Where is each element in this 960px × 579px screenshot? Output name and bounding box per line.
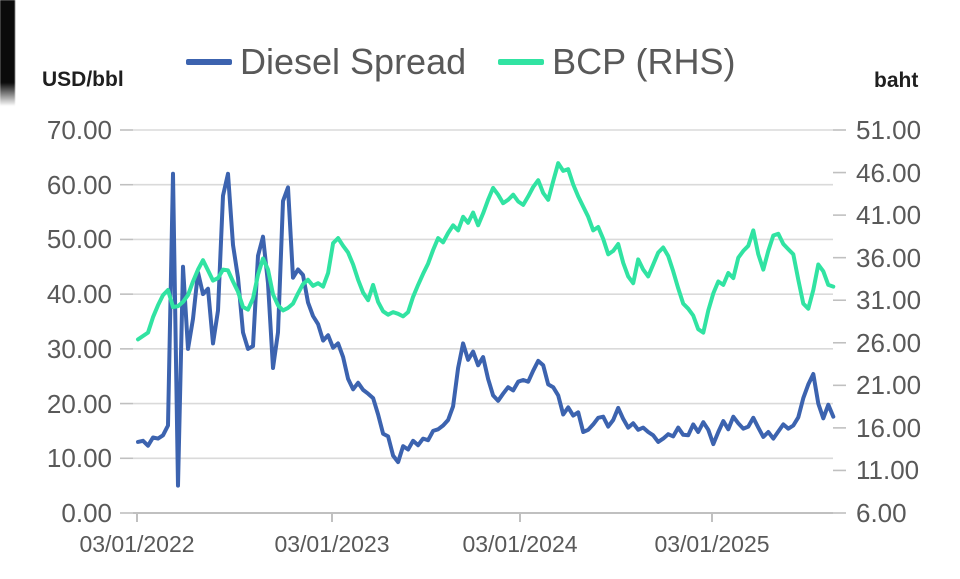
x-axis-tick-label: 03/01/2024 (462, 531, 578, 557)
right-axis-tick-label: 36.00 (856, 242, 922, 273)
right-axis-tick-label: 11.00 (856, 455, 920, 486)
bcp-line (136, 161, 836, 342)
right-axis-tick-label: 16.00 (856, 412, 922, 443)
x-axis-tick-label: 03/01/2025 (654, 531, 770, 557)
right-axis-tick-label: 31.00 (856, 285, 922, 316)
right-axis-title: baht (874, 69, 919, 92)
diesel-spread-legend-label: Diesel Spread (240, 41, 467, 82)
left-axis-tick-label: 60.00 (46, 169, 112, 200)
left-axis-tick-label: 10.00 (46, 443, 112, 474)
diesel-spread-legend-swatch (186, 59, 232, 65)
right-axis-tick-label: 46.00 (856, 157, 922, 188)
diesel-spread-line (136, 171, 836, 488)
left-axis-title: USD/bbl (42, 68, 124, 91)
right-axis-tick-label: 41.00 (856, 200, 922, 231)
x-axis-tick-label: 03/01/2022 (79, 531, 195, 557)
left-axis-tick-label: 40.00 (46, 279, 112, 310)
right-axis-tick-label: 51.00 (856, 115, 922, 145)
right-axis-tick-label: 26.00 (856, 327, 922, 358)
bcp-legend-swatch (498, 59, 545, 65)
right-axis-tick-label: 21.00 (856, 370, 922, 401)
right-axis-tick-label: 6.00 (856, 498, 907, 528)
left-axis-tick-label: 50.00 (46, 224, 112, 255)
screenshot-edge-artifact (0, 0, 15, 106)
legend: Diesel Spread BCP (RHS) (186, 40, 735, 84)
left-axis-tick-label: 20.00 (46, 388, 112, 419)
x-axis-tick-label: 03/01/2023 (274, 531, 390, 557)
left-axis-tick-label: 0.00 (61, 498, 112, 528)
left-axis-tick-label: 70.00 (46, 115, 112, 145)
bcp-legend-label: BCP (RHS) (552, 41, 736, 82)
left-axis-tick-label: 30.00 (46, 333, 112, 364)
